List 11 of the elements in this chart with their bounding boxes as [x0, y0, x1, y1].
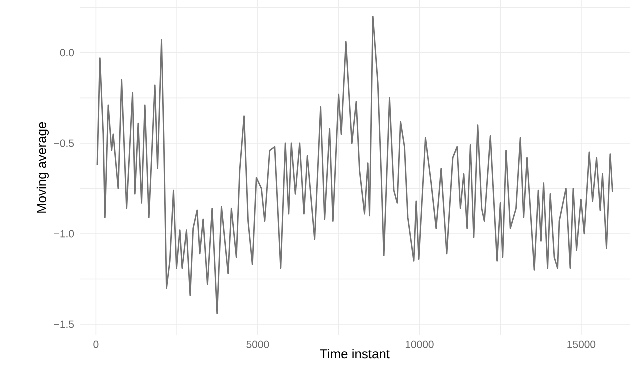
line-series	[96, 16, 614, 314]
y-axis-title: Moving average	[36, 122, 49, 213]
x-tick-label: 15000	[568, 340, 596, 348]
x-tick-label: 10000	[406, 340, 434, 348]
y-tick-label: −0.5	[54, 140, 74, 147]
y-tick-label: −1.0	[54, 230, 74, 238]
x-axis-title: Time instant	[320, 348, 390, 358]
x-tick-label: 0	[94, 340, 99, 348]
y-tick-label: 0.0	[60, 49, 74, 56]
x-tick-label: 5000	[246, 340, 270, 348]
y-tick-label: −1.5	[54, 320, 74, 328]
